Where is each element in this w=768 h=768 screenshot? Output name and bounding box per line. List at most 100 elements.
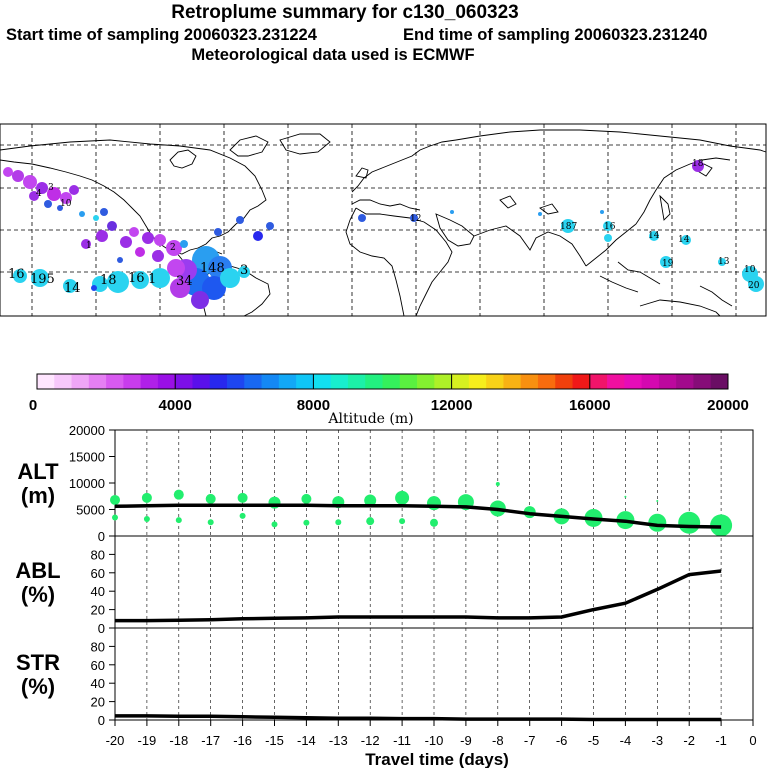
colorbar-cell xyxy=(589,374,608,389)
map-marker-label: 18 xyxy=(100,273,117,288)
altitude-point xyxy=(110,494,120,505)
colorbar-label: Altitude (m) xyxy=(327,411,413,427)
altitude-point xyxy=(112,514,118,521)
colorbar-cell xyxy=(330,374,349,389)
map-marker-label: 187 xyxy=(560,222,577,232)
map-marker-label: 34 xyxy=(176,274,193,289)
panel-unit: (%) xyxy=(21,582,55,607)
panel-label: ALT xyxy=(17,459,59,484)
y-tick-label: 80 xyxy=(91,639,105,654)
series-line xyxy=(115,714,722,722)
y-tick-label: 0 xyxy=(98,713,105,728)
altitude-point xyxy=(656,500,659,503)
map-marker-label: 148 xyxy=(200,261,225,276)
colorbar-cell xyxy=(451,374,470,389)
map-marker-label: 16 xyxy=(128,271,145,286)
map-marker-label: 20 xyxy=(748,281,760,291)
colorbar-cell xyxy=(71,374,90,389)
panel-label: ABL xyxy=(15,558,60,583)
panel-abl: 0 20 40 60 80 ABL(%) xyxy=(15,535,754,636)
colorbar-cell xyxy=(123,374,142,389)
panel-alt: 0 5000 10000 15000 20000 ALT(m) xyxy=(17,423,754,544)
sampling-start: Start time of sampling 20060323.231224 xyxy=(6,26,317,44)
colorbar-cell xyxy=(607,374,625,389)
x-tick-label: -15 xyxy=(265,733,284,748)
colorbar-cell xyxy=(347,374,366,389)
map-marker-label: 18 xyxy=(692,159,704,169)
altitude-point xyxy=(430,518,438,527)
map-marker-label: 16 xyxy=(604,222,616,232)
altitude-point xyxy=(301,493,312,504)
y-tick-label: 20 xyxy=(91,695,105,710)
colorbar-cell xyxy=(520,374,539,389)
colorbar-cell xyxy=(278,374,297,389)
altitude-point xyxy=(271,521,278,528)
colorbar-tick-label: 16000 xyxy=(569,397,611,414)
altitude-point xyxy=(205,493,216,504)
y-tick-label: 40 xyxy=(91,584,105,599)
colorbar-cell xyxy=(676,374,694,389)
altitude-point xyxy=(395,490,410,505)
altitude-point xyxy=(366,517,375,526)
series-line xyxy=(115,569,722,623)
x-tick-label: -14 xyxy=(297,733,316,748)
colorbar-tick-label: 8000 xyxy=(297,397,330,414)
colorbar-cell xyxy=(468,374,487,389)
map-marker-label: 4 xyxy=(36,189,42,199)
altitude-point xyxy=(141,492,152,503)
map-marker-label: 16 xyxy=(8,267,25,282)
y-tick-label: 15000 xyxy=(69,450,105,465)
timeseries-panels: 05000100001500020000ALT(m)020406080ABL(%… xyxy=(15,423,756,768)
altitude-point xyxy=(495,482,500,487)
colorbar-cell xyxy=(175,374,193,389)
map-marker-label: 195 xyxy=(30,272,55,287)
x-tick-label: -9 xyxy=(460,733,472,748)
colorbar-cell xyxy=(572,374,591,389)
map-marker-label: 1 xyxy=(148,272,156,287)
x-tick-label: -20 xyxy=(106,733,125,748)
colorbar-cell xyxy=(641,374,660,389)
y-tick-label: 80 xyxy=(91,547,105,562)
colorbar-cell xyxy=(434,374,452,389)
altitude-point xyxy=(237,492,248,503)
x-tick-label: 0 xyxy=(749,733,756,748)
x-tick-label: -12 xyxy=(361,733,380,748)
x-tick-label: -3 xyxy=(652,733,664,748)
map-marker-label: 12 xyxy=(410,214,421,224)
y-tick-label: 60 xyxy=(91,566,105,581)
map-marker-label: 3 xyxy=(240,263,248,278)
sampling-end: End time of sampling 20060323.231240 xyxy=(403,26,708,44)
met-data-note: Meteorological data used is ECMWF xyxy=(191,46,475,64)
altitude-point xyxy=(364,494,377,507)
altitude-point xyxy=(678,511,701,534)
colorbar-cell xyxy=(37,374,55,389)
altitude-point xyxy=(624,495,627,498)
colorbar-cell xyxy=(313,374,332,389)
y-tick-label: 0 xyxy=(98,529,105,544)
altitude-point xyxy=(173,489,184,500)
panel-gridlines xyxy=(146,430,722,720)
x-tick-label: -4 xyxy=(620,733,632,748)
colorbar-cell xyxy=(365,374,383,389)
colorbar-cell xyxy=(296,374,314,389)
colorbar-cell xyxy=(658,374,677,389)
colorbar-tick-label: 12000 xyxy=(431,397,473,414)
map-marker-label: 14 xyxy=(64,281,81,296)
x-tick-label: -10 xyxy=(425,733,444,748)
x-tick-label: -11 xyxy=(393,733,411,748)
altitude-point xyxy=(207,519,214,526)
colorbar-cell xyxy=(244,374,262,389)
altitude-point xyxy=(648,513,667,532)
colorbar-cell xyxy=(417,374,435,389)
altitude-point xyxy=(303,519,310,526)
x-tick-label: -19 xyxy=(138,733,157,748)
colorbar-cell xyxy=(710,374,729,389)
y-tick-label: 60 xyxy=(91,658,105,673)
altitude-point xyxy=(175,517,182,524)
colorbar-cell xyxy=(555,374,573,389)
y-tick-label: 5000 xyxy=(76,503,105,518)
altitude-point xyxy=(399,518,406,525)
